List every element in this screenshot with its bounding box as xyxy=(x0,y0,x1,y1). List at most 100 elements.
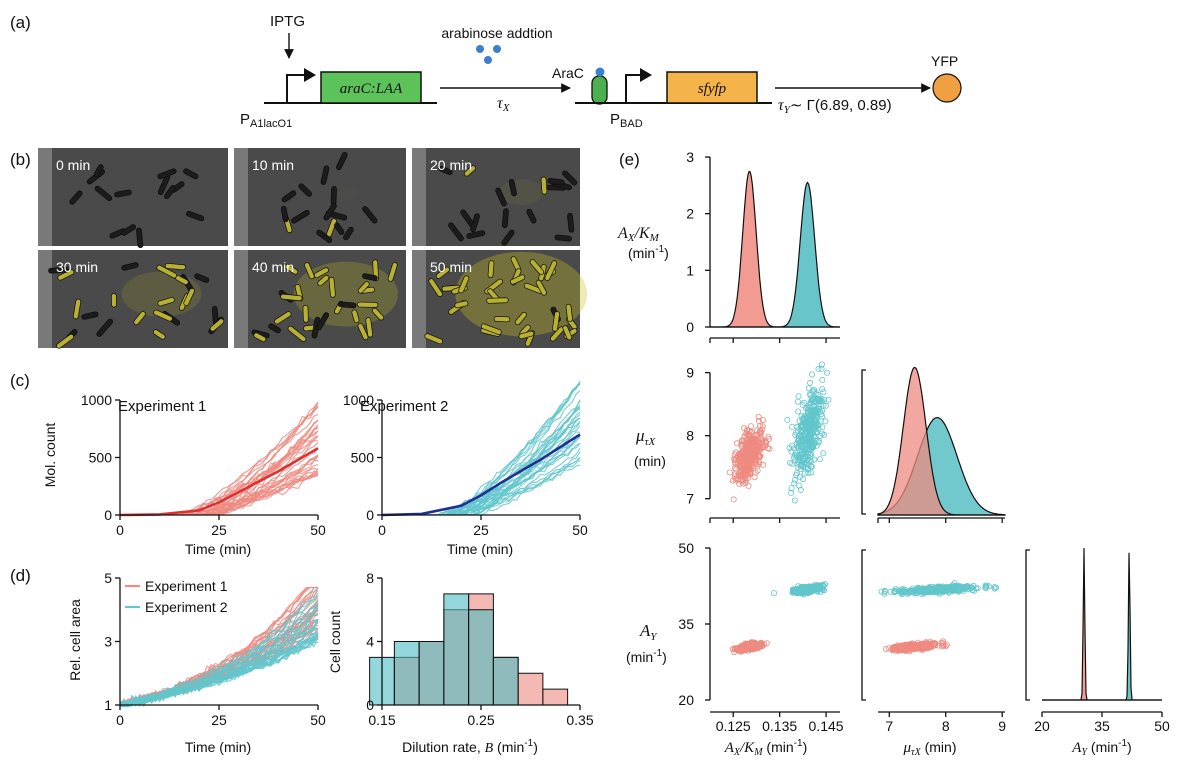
scatter-point xyxy=(809,371,816,378)
arac-arabinose-dot xyxy=(595,67,605,77)
frame-time-label: 30 min xyxy=(56,259,98,275)
bacterium-cell xyxy=(96,318,114,337)
bacterium-cell xyxy=(209,318,225,332)
scatter-point xyxy=(795,408,802,415)
y-tick-label: 500 xyxy=(351,450,375,466)
bacterium-cell xyxy=(509,274,526,285)
legend-label-exp2: Experiment 2 xyxy=(145,599,228,615)
x-tick-label: 0.15 xyxy=(368,712,395,728)
scatter-point xyxy=(735,475,742,482)
bacterium-cell xyxy=(501,208,509,229)
y-tick-label: 1000 xyxy=(343,392,374,408)
histogram-bar xyxy=(443,593,470,706)
x-tick-label: 8 xyxy=(942,718,950,734)
bacterium-cell xyxy=(435,266,450,279)
gene2-box xyxy=(666,71,758,104)
e-row1-unit: (min-1) xyxy=(628,244,669,261)
scatter-point xyxy=(742,479,749,486)
scatter-point xyxy=(878,588,885,595)
plot-e-31: 20 35 50 0.125 0.135 0.145 xyxy=(678,540,843,734)
bacterium-cell xyxy=(428,278,443,297)
bacterium-cell xyxy=(194,273,210,283)
e-row3-unit: (min-1) xyxy=(626,648,667,665)
y-tick-label: 7 xyxy=(686,491,694,507)
cell-area-trajectory xyxy=(119,635,319,706)
scatter-point xyxy=(881,587,888,594)
histogram-bar xyxy=(418,641,445,706)
bacterium-cell xyxy=(552,311,560,332)
scatter-point xyxy=(892,588,899,595)
bacterium-cell xyxy=(183,168,199,180)
bacterium-cell xyxy=(526,208,537,224)
bacterium-cell xyxy=(164,263,187,271)
scatter-point xyxy=(751,474,758,481)
y-tick-label: 5 xyxy=(104,570,112,586)
scatter-point xyxy=(793,452,800,459)
scatter-point xyxy=(901,647,908,654)
frame-background xyxy=(234,148,406,246)
promoter1-glyph xyxy=(286,74,307,103)
scatter-point xyxy=(794,470,801,477)
e-row2-label: μτX xyxy=(635,426,656,448)
scatter-point xyxy=(789,442,796,449)
scatter-point xyxy=(737,645,744,652)
scatter-point xyxy=(799,401,806,408)
scatter-point xyxy=(811,584,818,591)
bacterium-cell xyxy=(544,260,558,281)
plot-e-11: 0 1 2 3 xyxy=(686,149,840,343)
bacterium-cell xyxy=(316,229,333,243)
scatter-point xyxy=(750,439,757,446)
scatter-point xyxy=(808,469,815,476)
scatter-point xyxy=(791,476,798,483)
gene1-box xyxy=(320,71,422,104)
y-tick-label: 4 xyxy=(366,634,374,650)
frame-time-label: 10 min xyxy=(252,157,294,173)
d-legend: Experiment 1 Experiment 2 xyxy=(125,578,228,615)
scatter-point xyxy=(804,585,811,592)
scatter-point xyxy=(732,476,739,483)
panel-e: (e) 0 1 2 3 7 8 9 20 35 50 0.125 0.135 0.145 7 8 9 2… xyxy=(617,149,1170,758)
x-tick-label: 35 xyxy=(1094,718,1110,734)
scatter-point xyxy=(818,361,825,368)
bacterium-cell xyxy=(335,151,348,171)
histogram-bar xyxy=(393,641,420,706)
y-tick-label: 35 xyxy=(678,616,694,632)
scatter-point xyxy=(796,455,803,462)
panel-b: (b) 0 min 10 min 20 min 30 min 40 min 50 min xyxy=(10,148,588,349)
bacterium-cell xyxy=(540,176,548,195)
gene1-label: araC:LAA xyxy=(340,81,403,97)
bacterium-cell xyxy=(448,222,464,242)
frame-background xyxy=(412,148,580,246)
bacterium-cell xyxy=(508,178,517,197)
scatter-point xyxy=(803,460,810,467)
scatter-point xyxy=(755,641,762,648)
x-tick-label: 50 xyxy=(572,522,588,538)
panel-a: (a) IPTG araC:LAA PA1lacO1 arabinose add… xyxy=(10,13,962,130)
microscopy-frame: 0 min xyxy=(38,148,228,249)
bacterium-cell xyxy=(518,330,535,340)
bacterium-cell xyxy=(362,206,378,224)
scatter-point xyxy=(991,585,998,592)
bacterium-cell xyxy=(56,333,75,349)
plot-c-experiment-1: 0 500 1000 0 25 50 xyxy=(81,392,326,538)
bacterium-cell xyxy=(365,317,374,338)
bacterium-cell xyxy=(458,275,470,294)
panel-a-label: (a) xyxy=(10,13,31,32)
bacterium-cell xyxy=(136,227,144,249)
scatter-point xyxy=(904,588,911,595)
plot-c-experiment-2: 0 500 1000 0 25 50 xyxy=(343,380,588,538)
bacterium-cell xyxy=(387,262,398,282)
bacterium-cell xyxy=(156,264,178,279)
scatter-point xyxy=(806,413,813,420)
scatter-point xyxy=(758,444,765,451)
d-ylabel: Rel. cell area xyxy=(67,599,83,681)
bacterium-cell xyxy=(280,293,303,302)
scatter-point xyxy=(795,440,802,447)
bacterium-cell xyxy=(316,312,330,331)
scatter-point xyxy=(803,450,810,457)
bacterium-cell xyxy=(186,210,205,222)
scatter-point xyxy=(759,423,766,430)
arac-protein xyxy=(591,75,608,105)
scatter-point xyxy=(906,644,913,651)
